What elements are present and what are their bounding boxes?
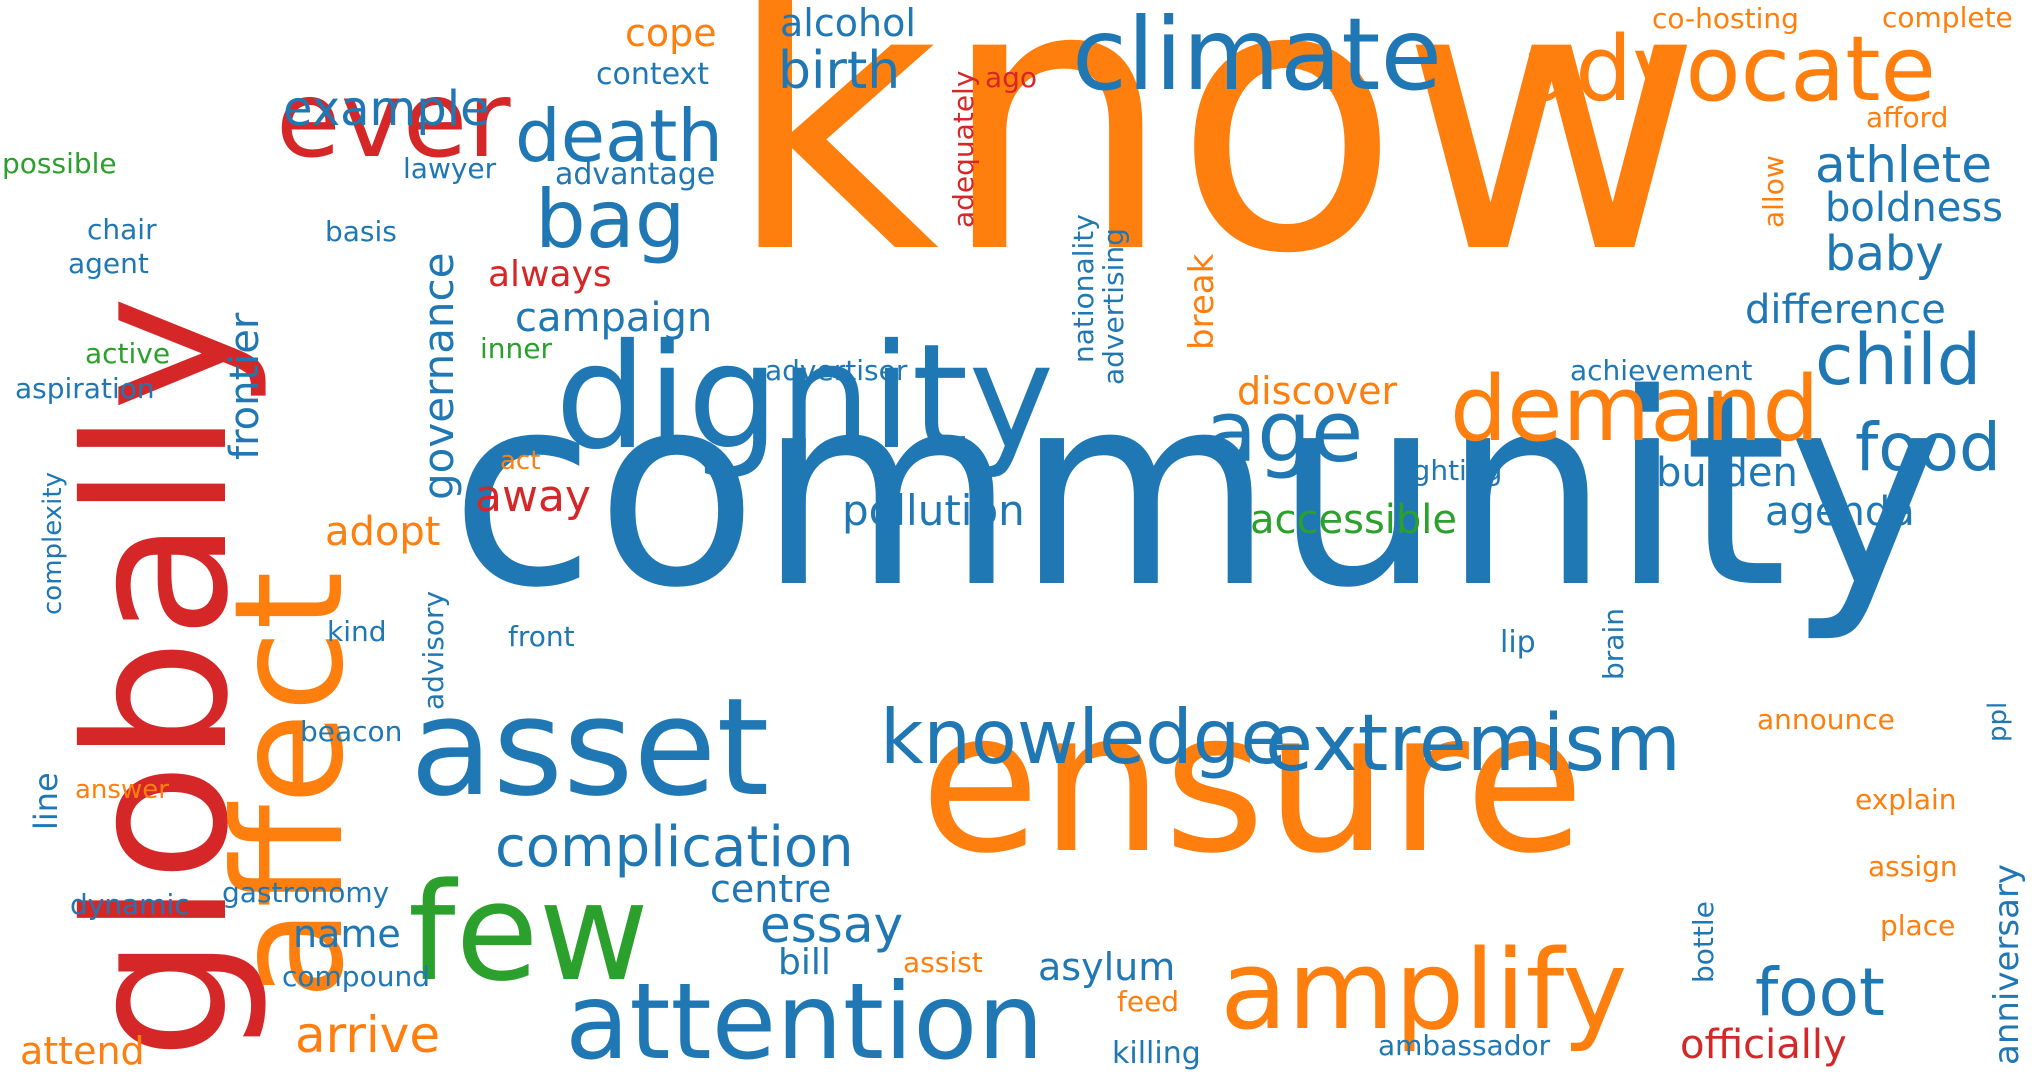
word-demand: demand — [1450, 357, 1820, 462]
word-asylum: asylum — [1038, 945, 1176, 989]
word-gastronomy: gastronomy — [222, 876, 390, 909]
word-ensure: ensure — [920, 669, 1585, 896]
word-few: few — [408, 854, 649, 1011]
word-frontier: frontier — [222, 312, 268, 460]
word-child: child — [1815, 319, 1982, 401]
word-advertising: advertising — [1097, 228, 1130, 385]
word-bag: bag — [535, 173, 686, 266]
word-officially: officially — [1680, 1022, 1847, 1068]
word-ago: ago — [985, 61, 1038, 94]
word-agent: agent — [68, 247, 149, 280]
word-climate: climate — [1072, 0, 1442, 113]
word-compound: compound — [282, 960, 430, 993]
word-example: example — [283, 81, 490, 137]
word-pollution: pollution — [842, 486, 1025, 535]
word-answer: answer — [75, 775, 169, 805]
word-essay: essay — [760, 896, 904, 954]
word-advantage: advantage — [555, 157, 716, 192]
word-dignity: dignity — [555, 313, 1055, 482]
word-co-hosting: co-hosting — [1652, 2, 1799, 35]
word-complication: complication — [495, 815, 854, 880]
word-possible: possible — [2, 147, 117, 180]
word-accessible: accessible — [1250, 497, 1458, 543]
word-assist: assist — [903, 946, 983, 979]
word-ambassador: ambassador — [1378, 1029, 1551, 1062]
word-brain: brain — [1597, 608, 1630, 680]
word-athlete: athlete — [1815, 136, 1992, 194]
word-assign: assign — [1868, 850, 1958, 883]
word-complexity: complexity — [38, 472, 68, 615]
word-advertiser: advertiser — [765, 354, 908, 387]
word-always: always — [488, 254, 612, 295]
word-announce: announce — [1757, 703, 1895, 736]
word-knowledge: knowledge — [880, 693, 1287, 781]
word-place: place — [1880, 909, 1956, 942]
word-feed: feed — [1117, 985, 1180, 1018]
word-ppl: ppl — [1983, 701, 2013, 742]
word-active: active — [85, 337, 171, 370]
word-alcohol: alcohol — [780, 1, 916, 45]
word-basis: basis — [325, 215, 397, 248]
word-name: name — [293, 912, 401, 956]
word-cope: cope — [625, 11, 717, 55]
word-agenda: agenda — [1765, 489, 1915, 535]
word-explain: explain — [1855, 783, 1957, 816]
word-line: line — [27, 772, 65, 830]
word-burden: burden — [1656, 450, 1798, 496]
word-discover: discover — [1237, 369, 1398, 413]
word-asset: asset — [410, 669, 770, 826]
word-dynamic: dynamic — [70, 888, 190, 921]
word-bottle: bottle — [1687, 901, 1720, 983]
word-foot: foot — [1755, 954, 1885, 1031]
word-extremism: extremism — [1265, 699, 1681, 789]
word-chair: chair — [87, 213, 157, 246]
word-bill: bill — [778, 942, 831, 983]
word-complete: complete — [1882, 1, 2013, 34]
word-lip: lip — [1500, 625, 1536, 660]
word-know: know — [725, 0, 1703, 335]
word-death: death — [515, 94, 723, 178]
word-aspiration: aspiration — [15, 372, 155, 405]
word-allow: allow — [1757, 155, 1790, 228]
word-age: age — [1205, 383, 1364, 482]
word-inner: inner — [480, 332, 553, 365]
word-kind: kind — [327, 615, 387, 648]
word-advisory: advisory — [417, 590, 450, 710]
word-amplify: amplify — [1220, 926, 1628, 1054]
word-nationality: nationality — [1067, 214, 1100, 363]
word-adequately: adequately — [947, 70, 980, 228]
word-act: act — [500, 446, 541, 476]
word-governance: governance — [414, 252, 463, 501]
word-baby: baby — [1825, 226, 1944, 282]
word-context: context — [596, 57, 710, 92]
word-arrive: arrive — [295, 1006, 441, 1064]
word-lighting: lighting — [1397, 454, 1503, 487]
word-ever: ever — [276, 59, 511, 181]
word-food: food — [1855, 409, 2001, 486]
word-attention: attention — [565, 961, 1044, 1080]
word-difference: difference — [1745, 287, 1946, 333]
word-afford: afford — [1866, 101, 1949, 134]
word-community: community — [450, 338, 1945, 646]
word-achievement: achievement — [1570, 354, 1753, 387]
word-birth: birth — [778, 41, 901, 101]
word-attend: attend — [20, 1029, 145, 1073]
word-killing: killing — [1112, 1036, 1201, 1071]
word-break: break — [1182, 253, 1222, 350]
word-adopt: adopt — [325, 509, 441, 555]
word-campaign: campaign — [515, 295, 713, 341]
word-centre: centre — [710, 867, 832, 911]
word-advocate: advocate — [1520, 17, 1936, 122]
word-away: away — [475, 471, 591, 522]
word-boldness: boldness — [1825, 185, 2004, 231]
word-beacon: beacon — [300, 715, 403, 748]
word-lawyer: lawyer — [403, 152, 497, 185]
word-anniversary: anniversary — [1987, 863, 2027, 1065]
word-front: front — [508, 620, 575, 653]
